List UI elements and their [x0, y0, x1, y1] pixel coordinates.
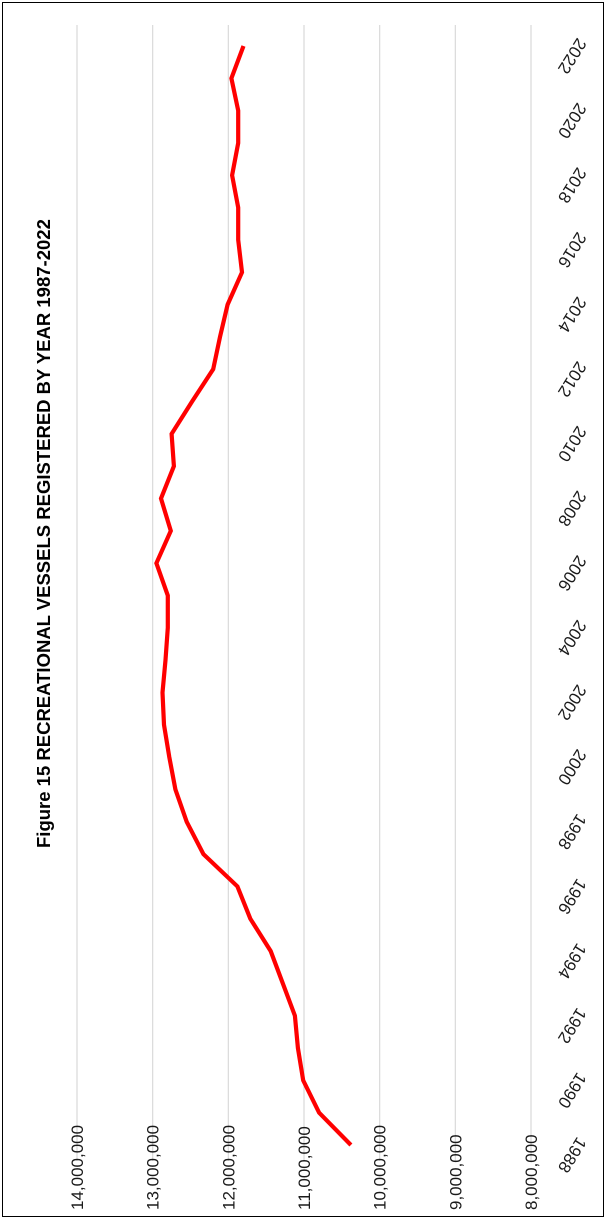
x-tick-label: 2016: [554, 229, 590, 271]
x-tick-label: 2008: [554, 487, 590, 529]
data-point-2001: [164, 724, 165, 725]
data-point-1989: [319, 1112, 320, 1113]
gridlines: [76, 25, 532, 1161]
data-point-2011: [192, 401, 193, 402]
data-point-2016: [238, 239, 239, 240]
data-point-2010: [171, 433, 172, 434]
data-point-2018: [232, 175, 233, 176]
x-tick-label: 1992: [554, 1005, 590, 1047]
data-point-2002: [162, 692, 163, 693]
x-tick-label: 2006: [554, 552, 590, 594]
data-point-1988: [350, 1145, 351, 1146]
data-point-2017: [238, 207, 239, 208]
data-point-2006: [156, 563, 157, 564]
x-tick-label: 2004: [554, 617, 590, 659]
x-tick-label: 2000: [554, 746, 590, 788]
data-point-1999: [175, 789, 176, 790]
x-tick-label: 2018: [554, 164, 590, 206]
x-tick-label: 2010: [554, 423, 590, 465]
data-point-1990: [303, 1080, 304, 1081]
data-point-2004: [167, 627, 168, 628]
data-point-2012: [213, 369, 214, 370]
x-tick-label: 2002: [554, 681, 590, 723]
data-point-2009: [173, 466, 174, 467]
data-point-1998: [186, 821, 187, 822]
data-point-1993: [282, 983, 283, 984]
x-tick-label: 1996: [554, 875, 590, 917]
data-point-2013: [220, 336, 221, 337]
y-tick-label: 12,000,000: [219, 1125, 238, 1210]
series-layer: [154, 45, 353, 1147]
line-chart: 14,000,000 13,000,000 12,000,000 11,000,000…: [33, 25, 590, 1210]
x-tick-label: 2012: [554, 358, 590, 400]
data-point-2007: [170, 530, 171, 531]
y-tick-label: 8,000,000: [522, 1134, 541, 1210]
y-tick-label: 14,000,000: [68, 1125, 87, 1210]
x-tick-label: 1998: [554, 811, 590, 853]
data-point-2019: [238, 143, 239, 144]
x-axis-ticks: 1988 1990 1992 1994 1996 1998 2000 2002 2004 2006…: [554, 35, 590, 1176]
y-tick-label: 9,000,000: [446, 1134, 465, 1210]
title-layer: Figure 15 RECREATIONAL VESSELS REGISTERE…: [33, 219, 54, 848]
data-point-2021: [231, 78, 232, 79]
x-tick-label: 2020: [554, 100, 590, 142]
data-point-2022: [243, 46, 244, 47]
data-point-1997: [203, 854, 204, 855]
data-point-2015: [242, 272, 243, 273]
data-point-2003: [165, 660, 166, 661]
data-point-2000: [169, 757, 170, 758]
x-tick-label: 2014: [554, 294, 590, 336]
data-point-1994: [270, 951, 271, 952]
x-tick-label: 1994: [554, 940, 590, 982]
y-axis-ticks: 14,000,000 13,000,000 12,000,000 11,000,000…: [68, 1125, 541, 1210]
x-tick-label: 1990: [554, 1069, 590, 1111]
data-point-2014: [227, 304, 228, 305]
x-tick-label: 2022: [554, 35, 590, 77]
data-point-1996: [237, 886, 238, 887]
series-line-0: [154, 45, 353, 1147]
data-point-2008: [161, 498, 162, 499]
y-tick-label: 11,000,000: [295, 1126, 314, 1210]
data-point-2020: [238, 110, 239, 111]
y-tick-label: 10,000,000: [371, 1125, 390, 1210]
data-point-2005: [167, 595, 168, 596]
data-point-1995: [250, 918, 251, 919]
data-point-1991: [297, 1048, 298, 1049]
chart-title: Figure 15 RECREATIONAL VESSELS REGISTERE…: [33, 219, 54, 848]
data-point-1992: [294, 1015, 295, 1016]
x-tick-label: 1988: [554, 1134, 590, 1176]
y-tick-label: 13,000,000: [144, 1125, 163, 1210]
